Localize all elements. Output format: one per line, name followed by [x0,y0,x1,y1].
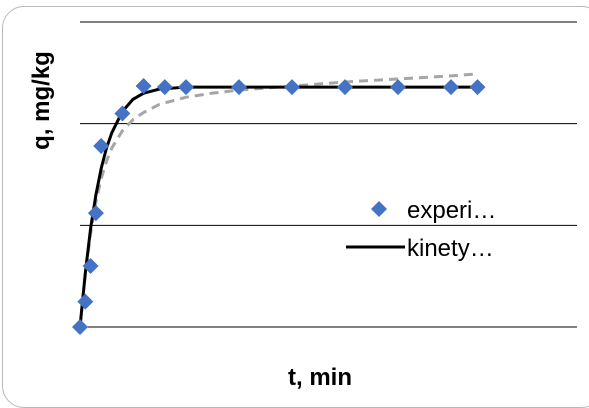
data-point [72,319,88,335]
data-point [93,138,110,155]
legend-label-experimental: experi… [407,197,496,224]
chart-plot: experi… kinety… [72,21,577,335]
data-point [337,79,353,96]
data-point [82,258,99,274]
data-point [156,79,173,96]
chart-frame [2,6,589,408]
gridlines [80,21,577,328]
data-point [178,79,194,96]
legend: experi… kinety… [346,197,496,262]
data-point [77,293,94,310]
legend-marker-diamond [371,201,387,217]
x-axis-label: t, min [288,364,352,391]
data-point [135,78,152,95]
data-point [469,79,486,96]
data-point [390,79,406,96]
data-point [443,79,459,96]
data-point [87,205,104,222]
data-point [231,79,247,96]
series-layer [72,72,486,335]
data-point [114,105,131,122]
data-point [284,79,300,96]
legend-label-kinetic: kinety… [407,235,494,262]
